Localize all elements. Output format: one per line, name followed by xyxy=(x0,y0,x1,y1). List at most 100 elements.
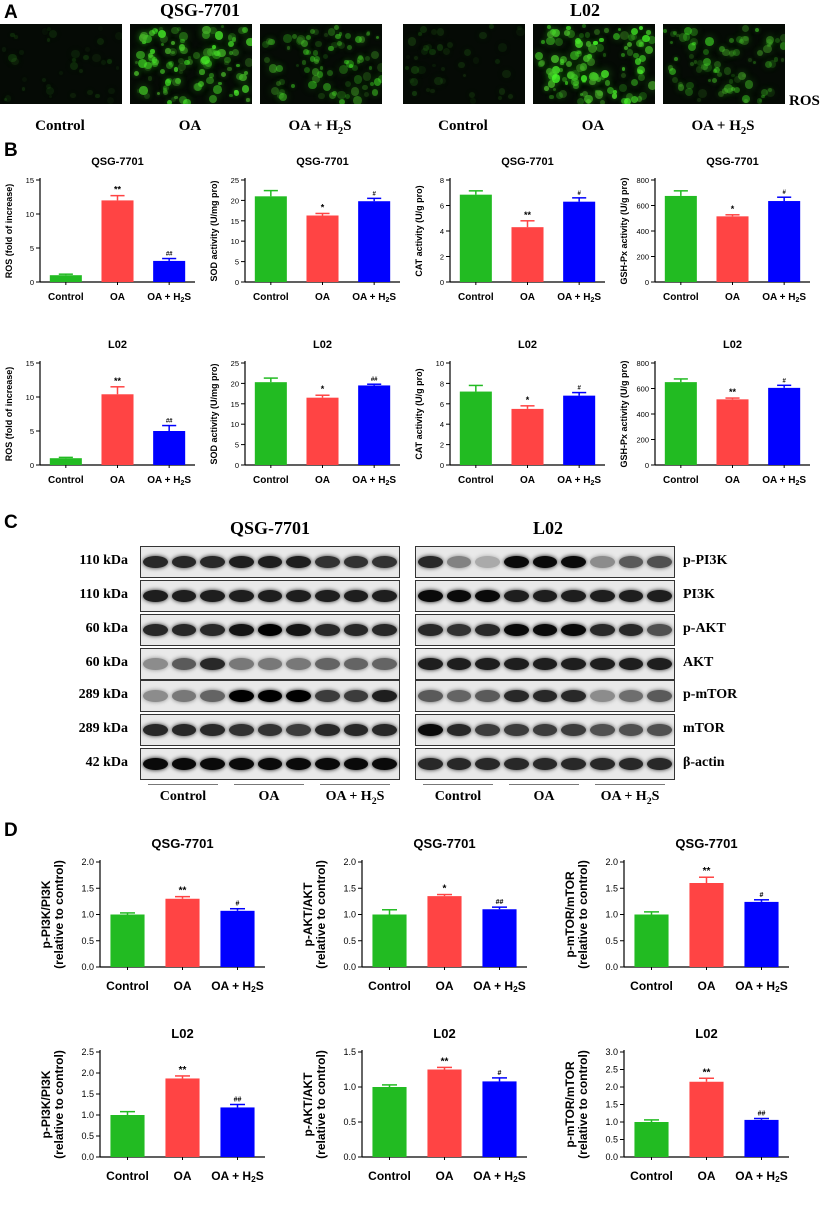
y-tick-label: 5 xyxy=(30,244,34,253)
fluorescent-cell xyxy=(626,49,634,56)
chart-sod-qsg: QSG-7701 SOD activity (U/mg pro) 0 5 10 15 20 2… xyxy=(209,156,400,304)
y-tick-label: 0.0 xyxy=(343,1152,356,1162)
fluorescent-cell xyxy=(711,77,717,83)
fluorescent-cell xyxy=(570,50,579,60)
bar-oa xyxy=(165,898,200,967)
x-category-label: Control xyxy=(368,1169,411,1183)
bar-control xyxy=(459,391,492,465)
y-axis-label-sub: (relative to control) xyxy=(314,860,328,969)
fluorescent-cell xyxy=(312,75,320,83)
fluorescent-cell xyxy=(319,66,324,71)
fluorescent-cell xyxy=(177,27,182,32)
fluorescent-cell xyxy=(409,78,414,83)
fluorescent-cell xyxy=(246,37,252,47)
y-tick-label: 2.0 xyxy=(605,1082,618,1092)
fluorescent-cell xyxy=(470,98,476,104)
fluorescent-cell xyxy=(638,54,646,62)
fluorescent-cell xyxy=(689,28,699,37)
fluorescent-cell xyxy=(516,28,525,37)
fluorescent-cell xyxy=(144,92,151,99)
bar-control xyxy=(372,914,407,967)
y-tick-label: 15 xyxy=(26,359,34,368)
blot-band xyxy=(647,658,672,670)
blot-band xyxy=(143,590,168,602)
fluorescent-cell xyxy=(619,84,627,92)
fluorescent-cell xyxy=(423,45,429,51)
bar-control xyxy=(49,458,82,465)
x-category-label: OA + H2S xyxy=(557,475,601,487)
significance-marker: * xyxy=(321,384,325,394)
fluorescent-cell xyxy=(430,89,435,94)
fluorescent-cell xyxy=(747,58,752,63)
fluorescent-cell xyxy=(243,71,249,76)
blot-band xyxy=(229,758,254,770)
fluorescent-cell xyxy=(584,94,593,104)
blot-band xyxy=(315,658,340,670)
blot-band xyxy=(372,658,397,670)
fluorescent-cell xyxy=(353,75,362,84)
fluorescent-cell xyxy=(221,71,227,78)
fluorescent-cell xyxy=(107,59,112,64)
blot-band xyxy=(229,556,254,568)
fluorescent-cell xyxy=(364,56,370,62)
fluorescent-cell xyxy=(329,92,337,100)
fluorescent-cell xyxy=(165,48,171,54)
fluorescent-cell xyxy=(242,27,249,33)
fluorescent-cell xyxy=(49,29,58,38)
fluorescent-cell xyxy=(497,95,503,101)
x-category-label: OA xyxy=(110,475,125,486)
significance-marker: ** xyxy=(729,387,737,397)
bar-control xyxy=(110,914,145,967)
fluorescent-cell xyxy=(236,64,240,68)
fluorescent-cell xyxy=(106,96,115,104)
fluorescent-cell xyxy=(152,61,158,68)
fluorescent-cell xyxy=(604,28,609,33)
fluorescent-cell xyxy=(621,67,626,71)
y-tick-label: 0.5 xyxy=(81,1131,94,1141)
fluorescent-cell xyxy=(545,36,555,46)
y-tick-label: 200 xyxy=(636,436,649,445)
blot-band xyxy=(532,590,558,602)
bar-oa-h2s xyxy=(358,385,391,465)
fluorescent-cell xyxy=(677,83,685,91)
chart-title: QSG-7701 xyxy=(706,156,759,168)
blot-band xyxy=(315,556,340,568)
micrograph-qsg-oa xyxy=(130,24,252,104)
fluorescent-cell xyxy=(637,66,646,75)
fluorescent-cell xyxy=(760,89,768,97)
fluorescent-cell xyxy=(338,41,346,50)
blot-band xyxy=(561,724,586,736)
blot-band xyxy=(618,758,644,770)
fluorescent-cell xyxy=(573,83,579,90)
fluorescent-cell xyxy=(1,47,7,52)
fluorescent-cell xyxy=(670,31,676,38)
fluorescent-cell xyxy=(418,32,423,37)
x-category-label: OA xyxy=(725,475,740,486)
x-category-label: OA xyxy=(698,979,716,993)
fluorescent-cell xyxy=(663,29,668,34)
blot-group-label: OA + H2S xyxy=(325,789,385,807)
fluorescent-cell xyxy=(69,62,78,71)
blot-group-line xyxy=(234,784,304,785)
fluorescent-cell xyxy=(630,33,638,41)
fluorescent-cell xyxy=(595,43,604,52)
blot-band xyxy=(143,556,168,568)
fluorescent-cell xyxy=(551,74,561,83)
y-tick-label: 0 xyxy=(645,461,649,470)
y-tick-label: 0 xyxy=(440,278,444,287)
micrograph-l02-oa-h2s xyxy=(663,24,785,104)
fluorescent-cell xyxy=(290,83,296,89)
fluorescent-cell xyxy=(648,81,655,90)
bar-control xyxy=(459,194,492,282)
fluorescent-cell xyxy=(143,34,152,43)
y-tick-label: 0.0 xyxy=(81,1152,94,1162)
fluorescent-cell xyxy=(703,57,712,66)
y-tick-label: 1.5 xyxy=(81,883,94,893)
y-tick-label: 6 xyxy=(440,202,444,211)
significance-marker: ## xyxy=(371,377,378,383)
bar-oa xyxy=(689,883,724,967)
fluorescent-cell xyxy=(147,52,153,58)
fluorescent-cell xyxy=(209,95,218,104)
fluorescent-cell xyxy=(78,68,84,74)
fluorescent-cell xyxy=(338,32,343,37)
